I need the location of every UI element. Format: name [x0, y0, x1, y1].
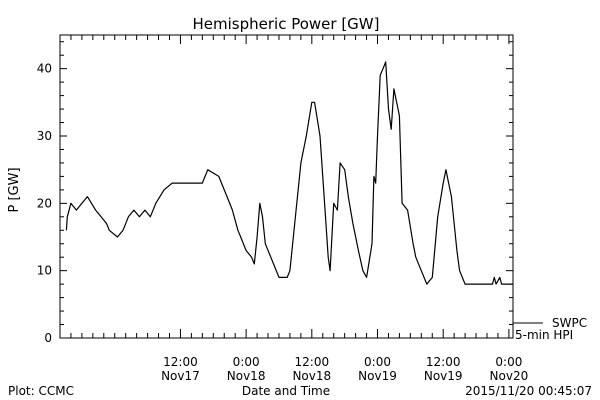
plot-area-border	[59, 34, 514, 339]
x-tick-label-time: 0:00	[233, 355, 260, 369]
x-axis-ticks: 12:00Nov170:00Nov1812:00Nov180:00Nov1912…	[59, 35, 529, 383]
y-tick-label: 0	[44, 331, 52, 345]
y-tick-label: 20	[37, 196, 52, 210]
legend: SWPC 5-min HPI	[513, 316, 587, 342]
plot-timestamp: 2015/11/20 00:45:07	[465, 384, 592, 398]
x-tick-label-time: 12:00	[163, 355, 198, 369]
plot-credit: Plot: CCMC	[8, 384, 74, 398]
y-tick-label: 40	[37, 62, 52, 76]
x-tick-label-date: Nov19	[358, 369, 397, 383]
x-tick-label-date: Nov18	[227, 369, 266, 383]
y-tick-label: 30	[37, 129, 52, 143]
y-axis-ticks: 0 10 20 30 40	[37, 41, 513, 345]
x-tick-label-time: 12:00	[426, 355, 461, 369]
x-tick-label-time: 0:00	[364, 355, 391, 369]
y-axis-label: P [GW]	[7, 167, 22, 212]
x-tick-label-time: 0:00	[495, 355, 522, 369]
x-tick-label-time: 12:00	[295, 355, 330, 369]
plot-frame	[59, 34, 514, 339]
x-tick-label-date: Nov19	[424, 369, 463, 383]
chart-title: Hemispheric Power [GW]	[193, 15, 380, 33]
x-axis-label: Date and Time	[242, 384, 330, 398]
legend-label-line2: 5-min HPI	[515, 328, 573, 342]
legend-label-line1: SWPC	[552, 316, 587, 330]
x-tick-label-date: Nov20	[490, 369, 529, 383]
x-tick-label-date: Nov18	[292, 369, 331, 383]
x-tick-label-date: Nov17	[161, 369, 200, 383]
y-tick-label: 10	[37, 264, 52, 278]
hpi-series-line	[65, 61, 513, 285]
